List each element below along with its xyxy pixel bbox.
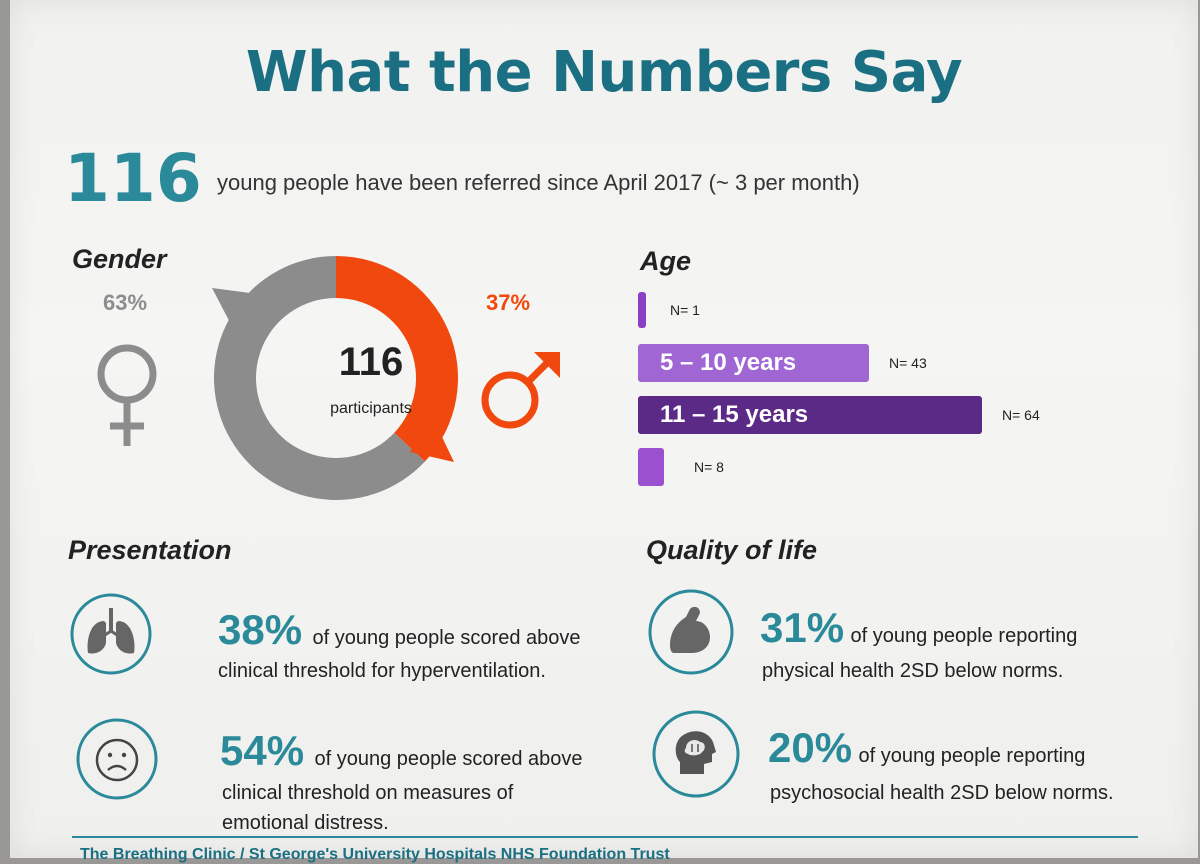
donut-total-label: participants xyxy=(330,400,412,417)
age-bar-value-label: N= 8 xyxy=(694,459,724,475)
quality-stat-1: 31% of young people reporting xyxy=(760,604,1077,652)
age-bar-value-label: N= 1 xyxy=(670,302,700,318)
flexed-arm-icon xyxy=(648,589,734,675)
stat-text-cont: psychosocial health 2SD below norms. xyxy=(770,782,1114,804)
age-bar-value-label: N= 64 xyxy=(1002,407,1040,423)
stat-percent: 20% xyxy=(768,724,853,771)
stat-text: of young people reporting xyxy=(858,745,1086,767)
donut-tail-female xyxy=(212,288,258,334)
stat-text-cont: emotional distress. xyxy=(222,812,389,834)
stat-percent: 38% xyxy=(218,606,303,653)
stat-text: of young people scored above xyxy=(314,748,583,770)
stat-text-cont: clinical threshold on measures of xyxy=(222,782,514,804)
donut-slice-female xyxy=(213,256,425,500)
age-bar-chart: N= 1 5 – 10 years N= 43 11 – 15 years N= 64 N… xyxy=(638,292,1078,492)
age-bar-value-label: N= 43 xyxy=(889,355,927,371)
stat-percent: 31% xyxy=(760,604,845,651)
referral-count: 116 xyxy=(64,140,202,217)
referral-text: young people have been referred since Ap… xyxy=(217,170,860,195)
footer-text: The Breathing Clinic / St George's Unive… xyxy=(80,846,670,863)
presentation-stat-1: 38% of young people scored above xyxy=(218,606,581,654)
female-symbol-icon xyxy=(97,344,157,446)
age-bar xyxy=(638,448,664,486)
donut-total: 116 xyxy=(338,340,404,384)
donut-tail-male xyxy=(410,416,454,462)
age-bar: 5 – 10 years xyxy=(638,344,869,382)
stat-text-cont: clinical threshold for hyperventilation. xyxy=(218,660,546,682)
slide: What the Numbers Say 116 young people ha… xyxy=(10,0,1198,863)
age-bar xyxy=(638,292,646,328)
page-title: What the Numbers Say xyxy=(245,40,963,105)
female-percent: 63% xyxy=(103,290,148,315)
donut-slice-male xyxy=(336,256,458,462)
stat-text: of young people reporting xyxy=(850,625,1078,647)
stat-text: of young people scored above xyxy=(312,627,581,649)
footer-divider xyxy=(72,836,1138,838)
quality-stat-2: 20% of young people reporting xyxy=(768,724,1085,772)
stat-text-cont: physical health 2SD below norms. xyxy=(762,660,1064,682)
age-heading: Age xyxy=(640,246,692,276)
gender-heading: Gender xyxy=(72,244,167,274)
male-percent: 37% xyxy=(486,290,531,315)
presentation-stat-2: 54% of young people scored above xyxy=(220,727,583,775)
age-bar: 11 – 15 years xyxy=(638,396,982,434)
head-brain-icon xyxy=(652,710,740,798)
gender-donut-chart xyxy=(212,256,458,500)
sad-face-icon xyxy=(76,718,158,800)
quality-heading: Quality of life xyxy=(646,535,818,565)
male-symbol-icon xyxy=(481,352,560,429)
stat-percent: 54% xyxy=(220,727,305,774)
lungs-icon xyxy=(70,593,152,675)
presentation-heading: Presentation xyxy=(68,535,232,565)
